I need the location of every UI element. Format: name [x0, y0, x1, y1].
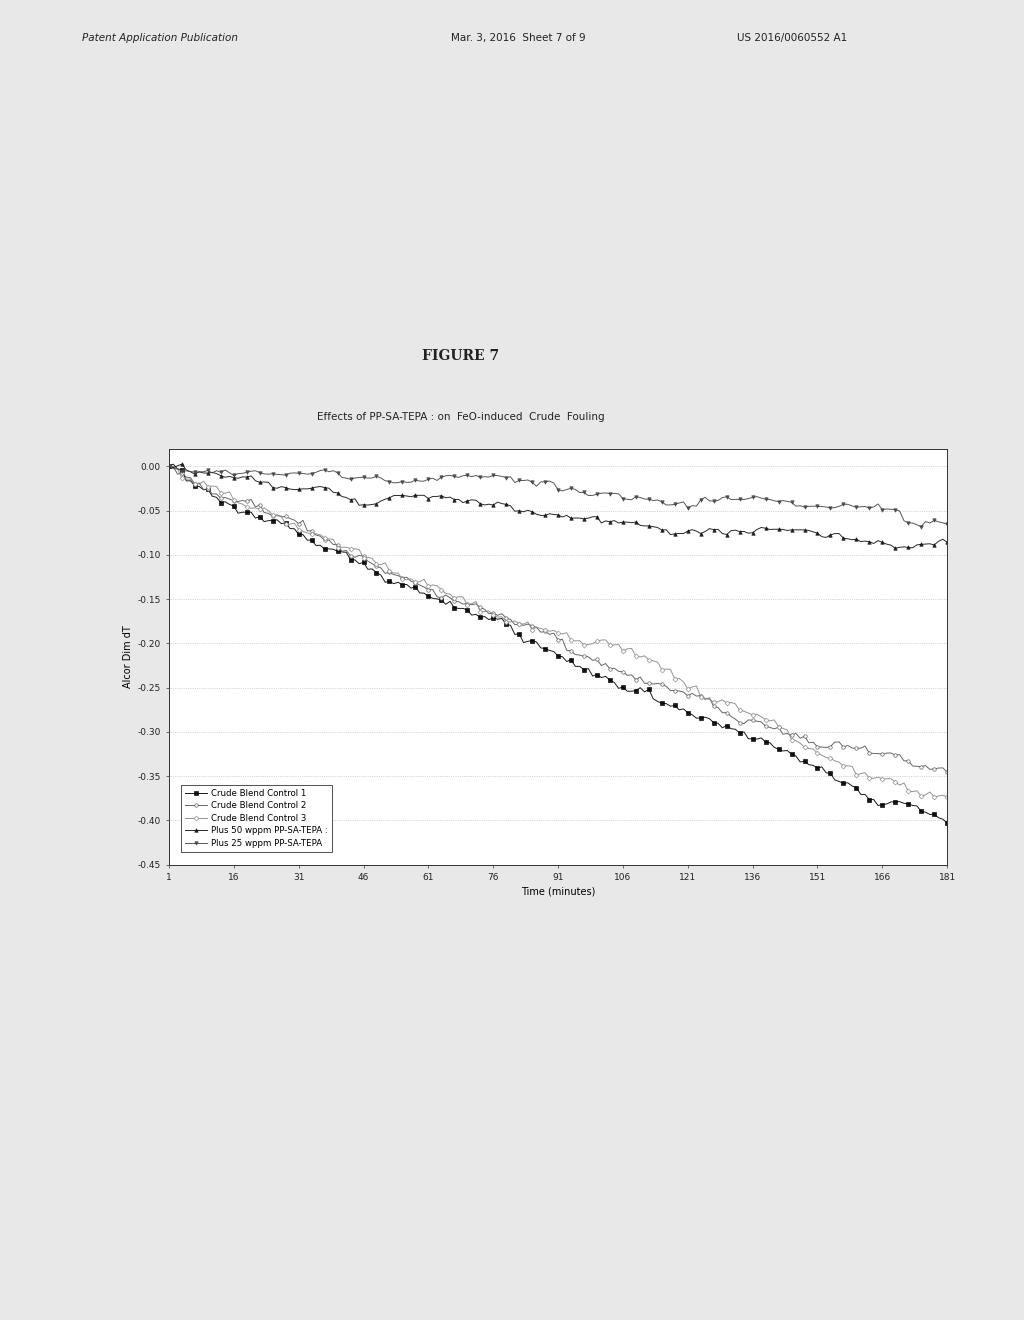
Plus 25 wppm PP-SA-TEPA	[379, 473, 391, 488]
Y-axis label: Alcor Dim dT: Alcor Dim dT	[123, 626, 133, 688]
Line: Crude Blend Control 3: Crude Blend Control 3	[167, 465, 949, 799]
Crude Blend Control 1	[284, 520, 296, 536]
Plus 25 wppm PP-SA-TEPA	[163, 458, 175, 474]
Plus 25 wppm PP-SA-TEPA	[941, 516, 953, 532]
Crude Blend Control 1	[544, 643, 556, 659]
Crude Blend Control 1	[941, 814, 953, 830]
Text: Mar. 3, 2016  Sheet 7 of 9: Mar. 3, 2016 Sheet 7 of 9	[451, 33, 585, 44]
Line: Crude Blend Control 1: Crude Blend Control 1	[167, 462, 949, 825]
Plus 50 wppm PP-SA-TEPA :	[811, 525, 823, 541]
Crude Blend Control 3	[539, 622, 551, 638]
Crude Blend Control 3	[280, 516, 292, 532]
Line: Plus 25 wppm PP-SA-TEPA: Plus 25 wppm PP-SA-TEPA	[167, 465, 949, 528]
Crude Blend Control 1	[383, 573, 395, 589]
Crude Blend Control 3	[937, 787, 949, 803]
Text: Patent Application Publication: Patent Application Publication	[82, 33, 238, 44]
Plus 50 wppm PP-SA-TEPA :	[889, 540, 901, 556]
Crude Blend Control 3	[941, 789, 953, 805]
Crude Blend Control 2	[535, 624, 547, 640]
Crude Blend Control 2	[227, 492, 240, 508]
Plus 25 wppm PP-SA-TEPA	[539, 474, 551, 490]
Crude Blend Control 1	[232, 506, 245, 521]
Line: Plus 50 wppm PP-SA-TEPA :: Plus 50 wppm PP-SA-TEPA :	[167, 462, 949, 550]
Crude Blend Control 1	[163, 458, 175, 474]
Crude Blend Control 2	[280, 508, 292, 524]
Plus 50 wppm PP-SA-TEPA :	[163, 458, 175, 474]
Plus 50 wppm PP-SA-TEPA :	[284, 482, 296, 498]
Text: Effects of PP-SA-TEPA : on  FeO-induced  Crude  Fouling: Effects of PP-SA-TEPA : on FeO-induced C…	[317, 412, 604, 422]
Crude Blend Control 2	[163, 458, 175, 474]
Crude Blend Control 2	[937, 760, 949, 776]
Crude Blend Control 1	[167, 457, 179, 473]
Crude Blend Control 3	[807, 741, 819, 756]
Crude Blend Control 3	[227, 492, 240, 508]
Crude Blend Control 1	[811, 760, 823, 776]
X-axis label: Time (minutes): Time (minutes)	[521, 886, 595, 896]
Plus 50 wppm PP-SA-TEPA :	[232, 470, 245, 486]
Crude Blend Control 2	[941, 764, 953, 780]
Plus 50 wppm PP-SA-TEPA :	[544, 506, 556, 521]
Text: US 2016/0060552 A1: US 2016/0060552 A1	[737, 33, 848, 44]
Crude Blend Control 3	[163, 458, 175, 474]
Crude Blend Control 2	[807, 734, 819, 750]
Plus 25 wppm PP-SA-TEPA	[915, 519, 928, 535]
Plus 25 wppm PP-SA-TEPA	[807, 498, 819, 513]
Plus 25 wppm PP-SA-TEPA	[535, 474, 547, 490]
Plus 25 wppm PP-SA-TEPA	[227, 467, 240, 483]
Crude Blend Control 2	[539, 623, 551, 639]
Line: Crude Blend Control 2: Crude Blend Control 2	[167, 465, 949, 774]
Crude Blend Control 1	[539, 640, 551, 656]
Plus 50 wppm PP-SA-TEPA :	[383, 490, 395, 506]
Plus 50 wppm PP-SA-TEPA :	[941, 535, 953, 550]
Crude Blend Control 3	[535, 620, 547, 636]
Plus 50 wppm PP-SA-TEPA :	[539, 508, 551, 524]
Plus 50 wppm PP-SA-TEPA :	[176, 457, 188, 473]
Legend: Crude Blend Control 1, Crude Blend Control 2, Crude Blend Control 3, Plus 50 wpp: Crude Blend Control 1, Crude Blend Contr…	[181, 784, 332, 851]
Plus 25 wppm PP-SA-TEPA	[280, 467, 292, 483]
Text: FIGURE 7: FIGURE 7	[422, 348, 500, 363]
